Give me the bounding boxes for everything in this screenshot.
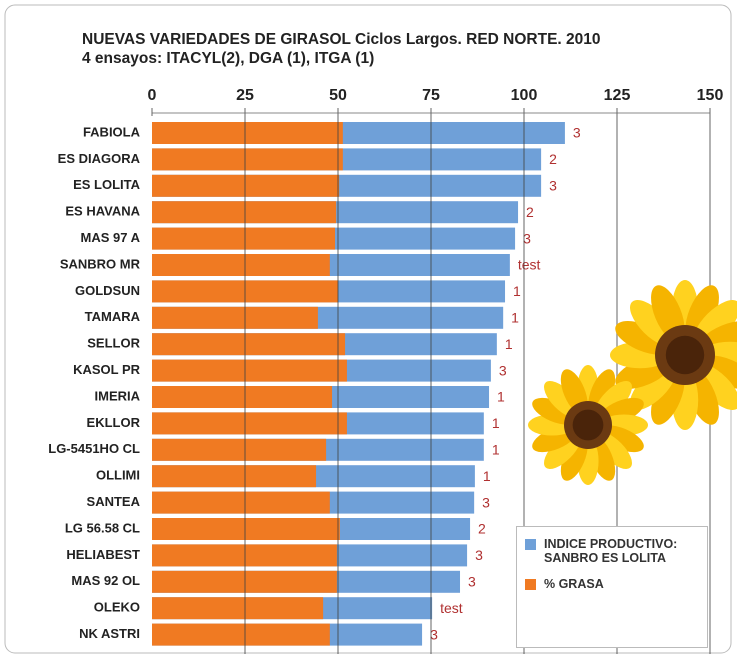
bar <box>152 201 337 224</box>
legend-entry: INDICE PRODUCTIVO: SANBRO ES LOLITA <box>525 537 699 565</box>
y-tick-label: OLLIMI <box>96 468 140 483</box>
annotation: 1 <box>497 389 505 405</box>
y-tick-label: MAS 92 OL <box>71 573 140 588</box>
annotation: 3 <box>430 626 438 642</box>
y-tick-label: IMERIA <box>95 388 141 403</box>
x-tick-label: 125 <box>604 87 631 104</box>
legend-swatch <box>525 579 536 590</box>
bar <box>152 122 343 144</box>
bar <box>152 386 333 408</box>
annotation: 1 <box>511 310 519 326</box>
x-tick-label: 50 <box>329 87 347 104</box>
annotation: 2 <box>549 151 557 167</box>
y-tick-label: KASOL PR <box>73 362 141 377</box>
x-tick-label: 150 <box>697 87 724 104</box>
annotation: test <box>518 257 541 273</box>
flower-center-inner <box>572 409 604 441</box>
y-tick-label: LG-5451HO CL <box>48 441 140 456</box>
annotation: 2 <box>526 204 534 220</box>
decoration <box>528 280 737 485</box>
flower-center-inner <box>665 335 705 375</box>
y-tick-label: MAS 97 A <box>81 230 141 245</box>
y-tick-label: LG 56.58 CL <box>65 520 140 535</box>
bar <box>152 438 327 461</box>
x-tick-label: 0 <box>148 87 157 104</box>
annotation: 2 <box>478 521 486 537</box>
bar <box>152 465 317 488</box>
annotation: 3 <box>499 362 507 378</box>
y-tick-label: TAMARA <box>85 309 141 324</box>
annotation: 3 <box>468 574 476 590</box>
x-tick-label: 75 <box>422 87 440 104</box>
legend: INDICE PRODUCTIVO: SANBRO ES LOLITA % GRA… <box>516 526 708 648</box>
y-tick-label: GOLDSUN <box>75 283 140 298</box>
bar <box>152 491 330 514</box>
legend-label: INDICE PRODUCTIVO: SANBRO ES LOLITA <box>544 537 678 565</box>
y-tick-label: SANTEA <box>87 494 141 509</box>
y-tick-label: SANBRO MR <box>60 256 141 271</box>
bar <box>152 597 324 620</box>
bar <box>152 359 347 382</box>
bar <box>152 518 340 540</box>
bar <box>152 148 343 171</box>
annotation: 1 <box>492 415 500 431</box>
annotation: 3 <box>482 494 490 510</box>
annotation: 1 <box>505 336 513 352</box>
bar <box>152 333 346 356</box>
x-tick-label: 100 <box>511 87 538 104</box>
y-tick-label: NK ASTRI <box>79 626 140 641</box>
annotation: 1 <box>513 283 521 299</box>
bar <box>152 412 347 435</box>
y-tick-label: ES DIAGORA <box>58 151 141 166</box>
bar <box>152 306 318 329</box>
y-tick-label: HELIABEST <box>66 547 140 562</box>
annotation: 3 <box>549 178 557 194</box>
annotation: test <box>440 600 463 616</box>
legend-label: % GRASA <box>544 577 604 591</box>
annotation: 3 <box>523 230 531 246</box>
y-tick-label: ES LOLITA <box>73 177 141 192</box>
bar <box>152 623 330 646</box>
y-tick-label: ES HAVANA <box>65 204 140 219</box>
legend-swatch <box>525 539 536 550</box>
chart-subtitle: 4 ensayos: ITACYL(2), DGA (1), ITGA (1) <box>82 50 374 67</box>
x-tick-label: 25 <box>236 87 254 104</box>
annotation: 3 <box>573 125 581 141</box>
annotation: 3 <box>475 547 483 563</box>
y-tick-label: SELLOR <box>87 336 140 351</box>
bar <box>152 254 330 276</box>
bar <box>152 227 336 250</box>
annotation: 1 <box>483 468 491 484</box>
y-tick-label: EKLLOR <box>87 415 141 430</box>
legend-entry: % GRASA <box>525 577 699 591</box>
y-tick-label: OLEKO <box>94 600 140 615</box>
chart-title: NUEVAS VARIEDADES DE GIRASOL Ciclos Larg… <box>82 31 601 48</box>
annotation: 1 <box>492 442 500 458</box>
y-tick-label: FABIOLA <box>83 124 141 139</box>
